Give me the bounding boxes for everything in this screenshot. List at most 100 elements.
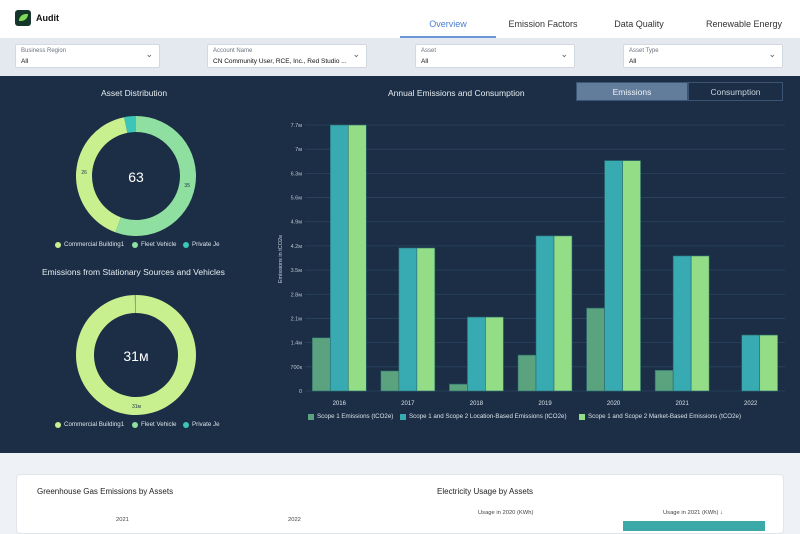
y-tick-label: 0 [299,389,302,395]
donut-slice [76,295,197,415]
chevron-down-icon: ⌄ [352,49,360,59]
x-tick-label: 2016 [333,401,347,407]
x-tick-label: 2020 [607,401,621,407]
column-header[interactable]: 2021 [116,517,129,523]
slice-data-label: 26 [81,170,87,176]
bar [517,354,537,392]
charts-canvas: 63 31м Emissions in tCO2e 35 26 31м 0 700к 1.… [75,116,785,415]
asset-distribution-title: Asset Distribution [101,88,168,98]
column-header[interactable]: 2022 [288,517,301,523]
tab-overview[interactable]: Overview [429,19,467,29]
leaf-logo-icon [15,10,31,26]
legend-swatch-icon [400,413,406,420]
asset-type-select[interactable]: Asset Type All ⌄ [623,44,783,68]
column-header[interactable]: Usage in 2021 (KWh) ↓ [663,510,723,516]
y-tick-label: 700к [290,365,302,371]
legend-label: Scope 1 and Scope 2 Location-Based Emiss… [409,413,567,420]
stationary-title: Emissions from Stationary Sources and Ve… [42,267,225,277]
legend-dot-icon [132,421,138,428]
bar [380,370,400,392]
bar [329,124,349,392]
bar [535,235,555,392]
legend-label: Commercial Building1 [64,241,125,248]
donut-slice [115,116,196,236]
bar [553,235,573,392]
slice-data-label: 31м [132,404,142,410]
x-tick-label: 2017 [401,401,415,407]
app-title: Audit [36,13,59,23]
emissions-toggle[interactable]: Emissions [576,82,688,101]
bar [398,247,418,392]
legend-item[interactable]: Commercial Building1 [55,241,124,248]
bar [467,316,486,392]
y-tick-label: 7.7м [291,123,303,129]
account-name-select[interactable]: Account Name CN Community User, RCE, Inc.… [207,44,367,68]
tab-emission-factors[interactable]: Emission Factors [508,19,578,29]
legend-item[interactable]: Scope 1 and Scope 2 Market-Based Emissio… [579,413,741,420]
bar [449,383,468,392]
legend-dot-icon [55,421,61,428]
bar [586,307,605,392]
ghg-title: Greenhouse Gas Emissions by Assets [37,487,174,496]
consumption-toggle[interactable]: Consumption [688,82,783,101]
legend-item[interactable]: Private Je [183,241,220,248]
filter-label: Asset Type [629,48,659,54]
bar [485,316,504,392]
filter-label: Asset [421,48,437,54]
filter-label: Business Region [21,48,67,54]
legend-dot-icon [183,241,189,248]
legend-swatch-icon [308,413,314,420]
legend-item[interactable]: Private Je [183,421,220,428]
y-tick-label: 2.1м [291,316,303,322]
legend-item[interactable]: Commercial Building1 [55,421,124,428]
slice-data-label: 35 [184,183,190,189]
x-tick-label: 2018 [470,401,484,407]
legend-item[interactable]: Fleet Vehicle [132,421,176,428]
donut-center-total: 31м [123,348,148,364]
chevron-down-icon: ⌄ [560,49,568,59]
bar [604,160,623,392]
tab-renewable-energy[interactable]: Renewable Energy [705,19,783,29]
legend-label: Scope 1 and Scope 2 Market-Based Emissio… [588,413,742,420]
legend-label: Fleet Vehicle [141,421,177,428]
y-axis-label: Emissions in tCO2e [278,235,284,283]
chevron-down-icon: ⌄ [768,49,776,59]
bar [672,255,692,392]
y-tick-label: 4.2м [291,244,303,250]
legend-swatch-icon [579,413,585,420]
legend-item[interactable]: Scope 1 Emissions (tCO2e) [308,413,393,420]
dashboard-panel: Asset Distribution Emissions from Statio… [0,76,800,453]
donut-center-total: 63 [128,169,144,185]
electricity-title: Electricity Usage by Assets [437,487,534,496]
y-tick-label: 5.6м [291,196,303,202]
legend-label: Commercial Building1 [64,421,125,428]
legend-item[interactable]: Fleet Vehicle [132,241,176,248]
legend-dot-icon [183,421,189,428]
filter-value: All [421,58,429,65]
filter-value: CN Community User, RCE, Inc., Red Studio… [213,58,347,65]
y-tick-label: 6.3м [291,171,303,177]
tab-data-quality[interactable]: Data Quality [614,19,664,29]
bar [759,334,779,392]
x-tick-label: 2022 [744,401,758,407]
donut-slice [124,116,136,133]
filter-value: All [21,58,29,65]
active-tab-indicator [400,36,496,38]
donut-slice [75,117,128,233]
bar [654,369,674,392]
legend-dot-icon [55,241,61,248]
asset-select[interactable]: Asset All ⌄ [415,44,575,68]
bar [416,247,436,392]
legend-item[interactable]: Scope 1 and Scope 2 Location-Based Emiss… [400,413,567,420]
y-tick-label: 4.9м [291,220,303,226]
filter-value: All [629,58,637,65]
legend-label: Fleet Vehicle [141,241,177,248]
filter-label: Account Name [213,48,253,54]
x-tick-label: 2019 [538,401,552,407]
chevron-down-icon: ⌄ [145,49,153,59]
business-region-select[interactable]: Business Region All ⌄ [15,44,160,68]
column-header[interactable]: Usage in 2020 (KWh) [478,510,534,516]
bar [347,124,367,392]
donut-slice [134,295,136,314]
usage-bar [623,521,765,531]
